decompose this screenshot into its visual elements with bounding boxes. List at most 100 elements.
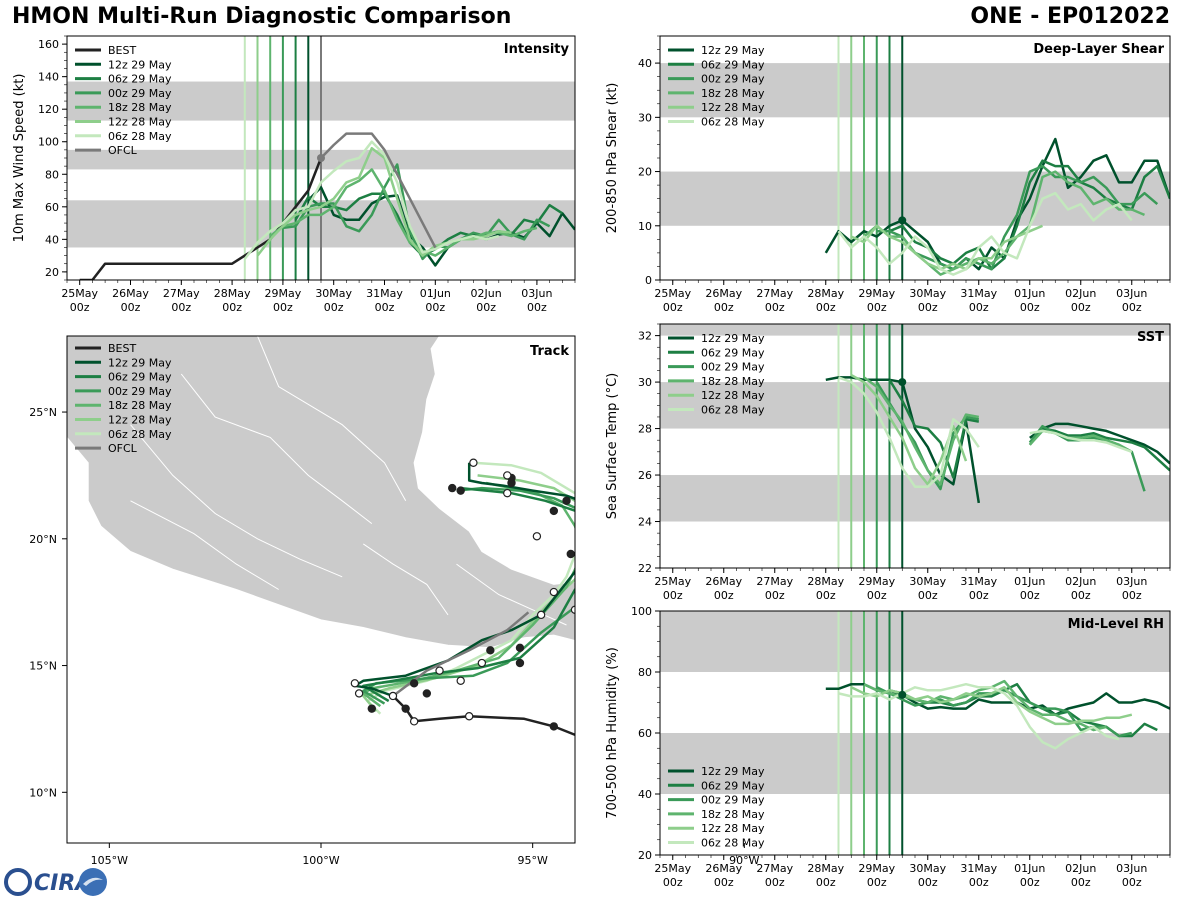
- x-tick-label: 90°W: [729, 854, 759, 867]
- panel-title: Track: [530, 344, 569, 359]
- legend-label: 12z 28 May: [108, 116, 172, 129]
- legend-label: 12z 29 May: [701, 44, 765, 57]
- x-tick-label: 31May: [960, 862, 997, 875]
- plot-area: [824, 36, 1170, 280]
- y-tick-label: 100: [631, 605, 652, 618]
- series-line: [889, 682, 1158, 738]
- track-point: [566, 549, 575, 559]
- x-tick-label: 31May: [960, 575, 997, 588]
- x-tick-label: 00z: [663, 301, 683, 314]
- x-tick-label: 25May: [654, 575, 691, 588]
- track-point: [503, 471, 512, 480]
- track-line: [392, 695, 575, 737]
- x-tick-label: 00z: [1071, 301, 1091, 314]
- state-border: [363, 543, 449, 616]
- x-tick-label: 00z: [816, 876, 836, 889]
- shaded-band: [660, 63, 1170, 118]
- x-tick-label: 00z: [527, 301, 547, 314]
- x-tick-label: 00z: [476, 301, 496, 314]
- y-tick-label: 140: [38, 71, 59, 84]
- track-point: [536, 610, 546, 620]
- series-line: [850, 686, 1133, 726]
- track-point: [515, 643, 525, 653]
- y-tick-label: 26: [638, 469, 652, 482]
- series-line: [243, 140, 500, 260]
- track-point: [584, 517, 591, 524]
- y-axis-label: 700-500 hPa Humidity (%): [605, 647, 620, 819]
- legend-label: BEST: [108, 342, 136, 355]
- x-tick-label: 30May: [315, 287, 352, 300]
- y-tick-label: 100: [38, 136, 59, 149]
- chart-track: 105°W 100°W 95°W 90°W 10°N 15°N 20°N 25°N Track B…: [29, 335, 808, 867]
- x-tick-label: 31May: [960, 287, 997, 300]
- panel-title: Deep-Layer Shear: [1033, 42, 1164, 57]
- series-line: [838, 376, 980, 488]
- legend-label: 06z 28 May: [701, 404, 765, 417]
- track-point: [409, 679, 419, 688]
- x-tick-label: 27May: [756, 287, 793, 300]
- series-line: [1028, 427, 1170, 472]
- x-tick-label: 26May: [705, 862, 742, 875]
- series-line: [876, 164, 1159, 271]
- y-tick-label: 20°N: [29, 533, 57, 546]
- x-tick-label: 00z: [867, 301, 887, 314]
- chart-sst: 22242628303225May00z26May00z27May00z28Ma…: [605, 323, 1171, 602]
- track-point: [422, 689, 432, 698]
- legend-label: 06z 28 May: [701, 116, 765, 129]
- series-line: [838, 682, 1120, 750]
- x-tick-label: 26May: [705, 575, 742, 588]
- x-tick-label: 00z: [273, 301, 293, 314]
- legend-label: 06z 28 May: [108, 428, 172, 441]
- legend-label: 12z 29 May: [108, 356, 172, 369]
- x-tick-label: 29May: [858, 575, 895, 588]
- series-line: [1029, 422, 1170, 465]
- chart-rh: 2040608010025May00z26May00z27May00z28May…: [605, 605, 1171, 889]
- x-tick-label: 27May: [756, 862, 793, 875]
- track-point: [469, 458, 478, 467]
- x-tick-label: 00z: [918, 301, 938, 314]
- y-axis-label: 10m Max Wind Speed (kt): [12, 74, 27, 243]
- legend-label: 12z 29 May: [701, 332, 765, 345]
- chart-shear: 01020304025May00z26May00z27May00z28May00…: [605, 35, 1171, 314]
- track-point: [503, 488, 512, 498]
- legend-label: 06z 28 May: [108, 130, 172, 143]
- shaded-band: [660, 733, 1170, 794]
- legend-label: 06z 29 May: [701, 779, 765, 792]
- track-point: [549, 506, 559, 516]
- track-point: [367, 704, 376, 713]
- series-line: [850, 224, 1043, 271]
- x-tick-label: 25May: [654, 862, 691, 875]
- track-point: [456, 676, 465, 685]
- y-tick-label: 40: [638, 57, 652, 70]
- globe-swirl-icon: [83, 877, 103, 886]
- x-tick-label: 30May: [909, 862, 946, 875]
- series-marker: [317, 154, 325, 162]
- legend-label: 06z 29 May: [108, 73, 172, 86]
- x-tick-label: 00z: [867, 876, 887, 889]
- y-tick-label: 120: [38, 103, 59, 116]
- x-tick-label: 02Jun: [1065, 575, 1096, 588]
- chart-intensity: 2040608010012014016025May00z26May00z27Ma…: [12, 35, 576, 314]
- globe-icon: [79, 868, 107, 896]
- state-border: [744, 526, 808, 577]
- y-tick-label: 32: [638, 330, 652, 343]
- legend-label: 12z 29 May: [108, 58, 172, 71]
- x-tick-label: 00z: [714, 589, 734, 602]
- y-axis-label: 200-850 hPa Shear (kt): [605, 83, 620, 234]
- plot-area: [825, 324, 1170, 568]
- x-tick-label: 00z: [222, 301, 242, 314]
- track-line: [392, 611, 530, 697]
- x-tick-label: 00z: [765, 301, 785, 314]
- series-marker: [898, 216, 907, 225]
- panel-title: Mid-Level RH: [1068, 617, 1164, 632]
- y-tick-label: 28: [638, 423, 652, 436]
- legend-label: 06z 28 May: [701, 837, 765, 850]
- x-tick-label: 00z: [663, 589, 683, 602]
- x-tick-label: 00z: [765, 589, 785, 602]
- x-tick-label: 02Jun: [471, 287, 502, 300]
- x-tick-label: 27May: [756, 575, 793, 588]
- x-tick-label: 00z: [425, 301, 445, 314]
- x-tick-label: 26May: [705, 287, 742, 300]
- shaded-band: [660, 475, 1170, 522]
- y-tick-label: 60: [638, 727, 652, 740]
